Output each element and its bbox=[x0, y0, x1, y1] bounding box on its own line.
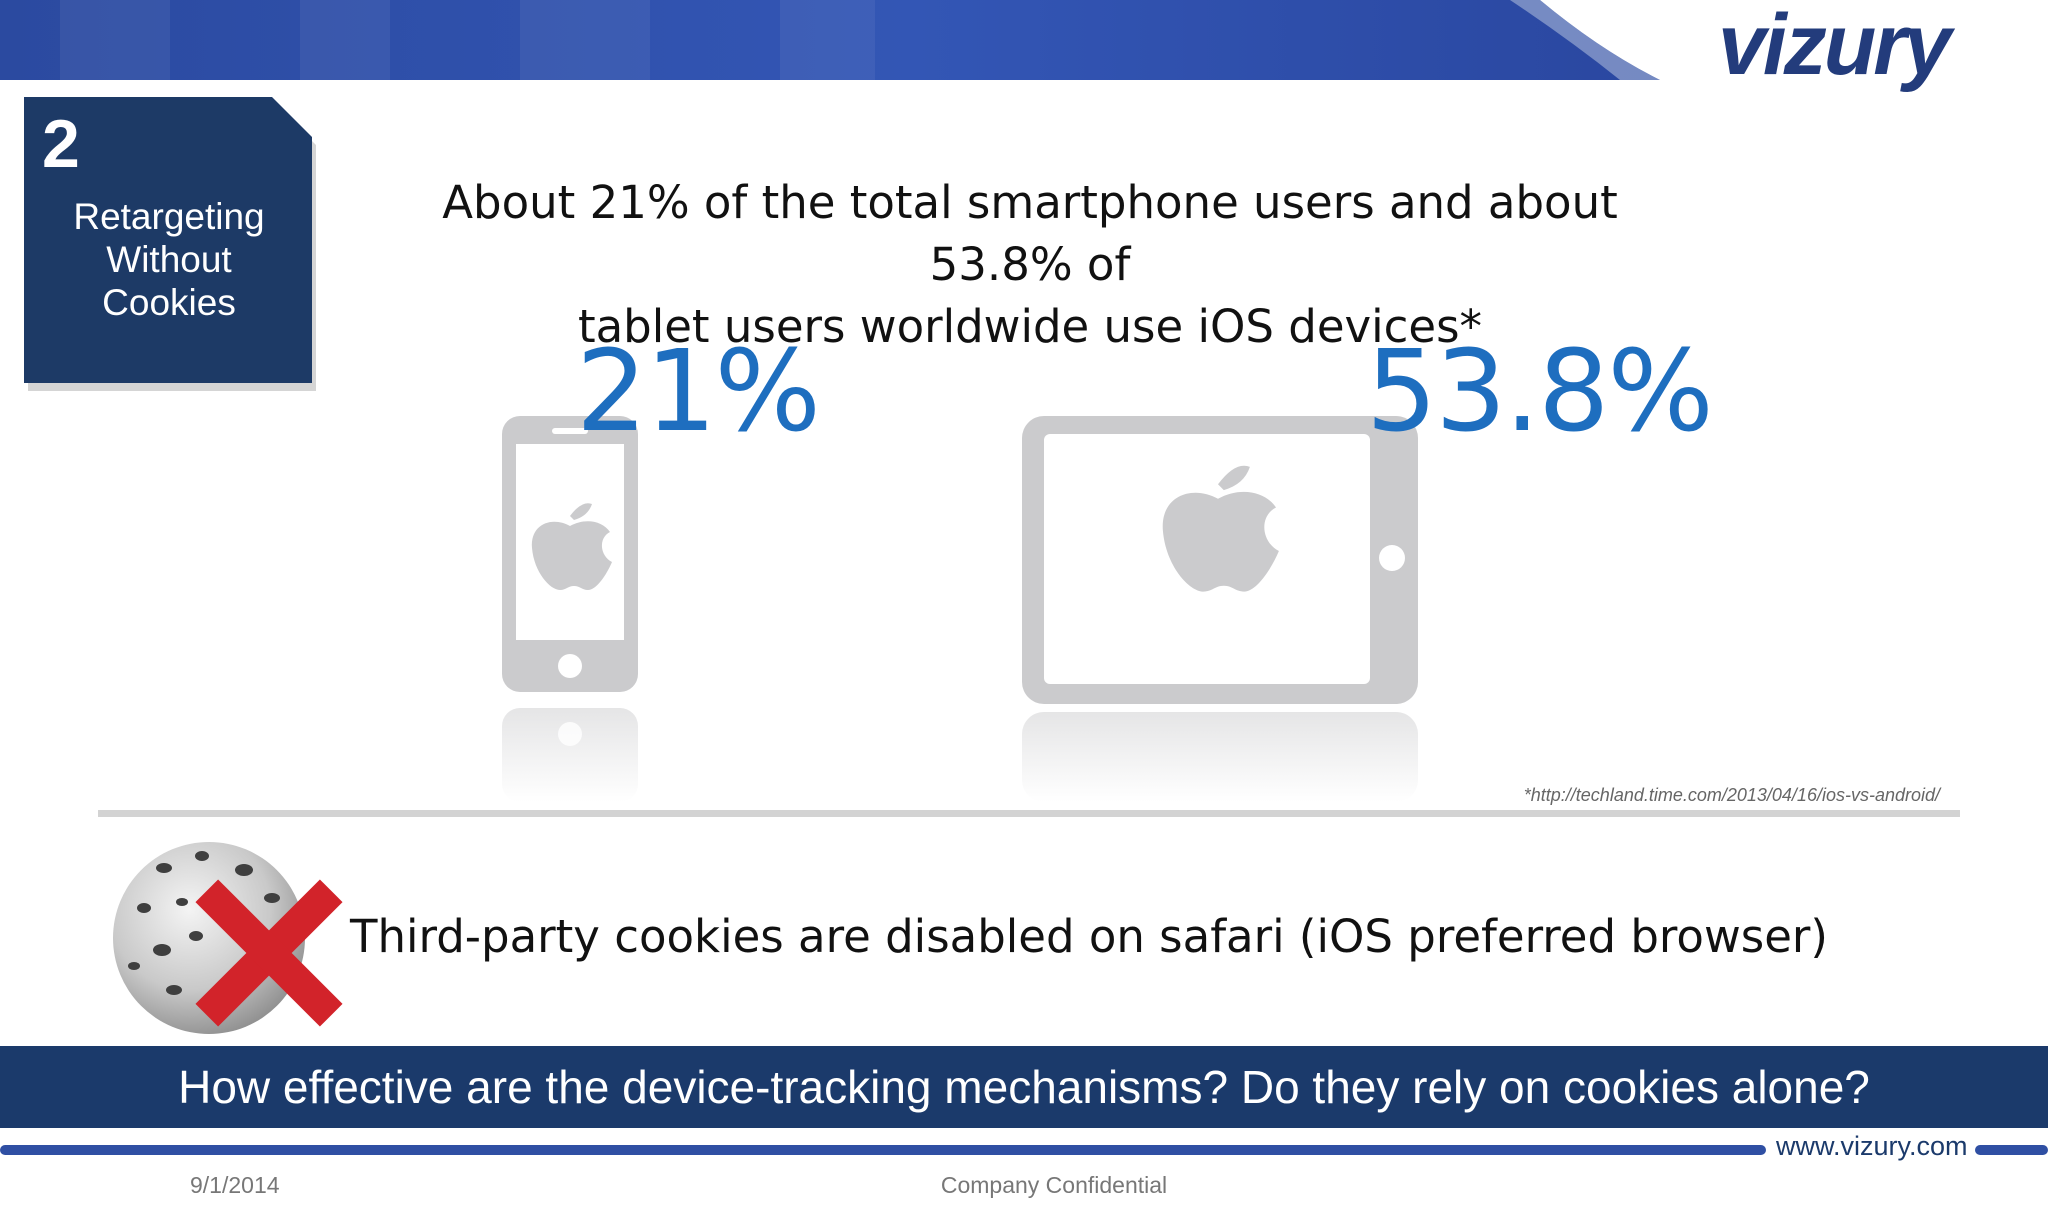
question-bar: How effective are the device-tracking me… bbox=[0, 1046, 2048, 1128]
section-title-line: Cookies bbox=[102, 282, 236, 323]
top-banner bbox=[0, 0, 1660, 80]
source-footnote: *http://techland.time.com/2013/04/16/ios… bbox=[1523, 785, 1940, 805]
footer-confidential: Company Confidential bbox=[940, 1172, 1168, 1198]
section-title-line: Without bbox=[106, 239, 232, 280]
smartphone-ios-share: 21% bbox=[576, 327, 821, 457]
section-title-line: Retargeting bbox=[73, 196, 265, 237]
iphone-icon bbox=[500, 412, 645, 802]
divider bbox=[98, 810, 1960, 817]
website-link[interactable]: www.vizury.com bbox=[1776, 1131, 1968, 1161]
headline-line: About 21% of the total smartphone users … bbox=[442, 176, 1618, 291]
cookie-crossed-icon bbox=[104, 838, 344, 1038]
tablet-ios-share: 53.8% bbox=[1366, 327, 1714, 457]
section-title: Retargeting Without Cookies bbox=[24, 195, 314, 324]
footer-date: 9/1/2014 bbox=[190, 1172, 280, 1198]
bottom-rule bbox=[1975, 1145, 2048, 1155]
bottom-rule bbox=[0, 1145, 1766, 1155]
section-tag: 2 Retargeting Without Cookies bbox=[24, 97, 316, 391]
ipad-icon bbox=[1020, 412, 1420, 802]
headline: About 21% of the total smartphone users … bbox=[380, 172, 1680, 358]
cookie-statement: Third-party cookies are disabled on safa… bbox=[350, 910, 1828, 963]
question-text: How effective are the device-tracking me… bbox=[178, 1061, 1870, 1113]
section-number: 2 bbox=[42, 106, 80, 182]
headline-line: tablet users worldwide use iOS devices* bbox=[577, 300, 1483, 353]
vizury-logo[interactable]: vizury bbox=[1718, 0, 1952, 93]
